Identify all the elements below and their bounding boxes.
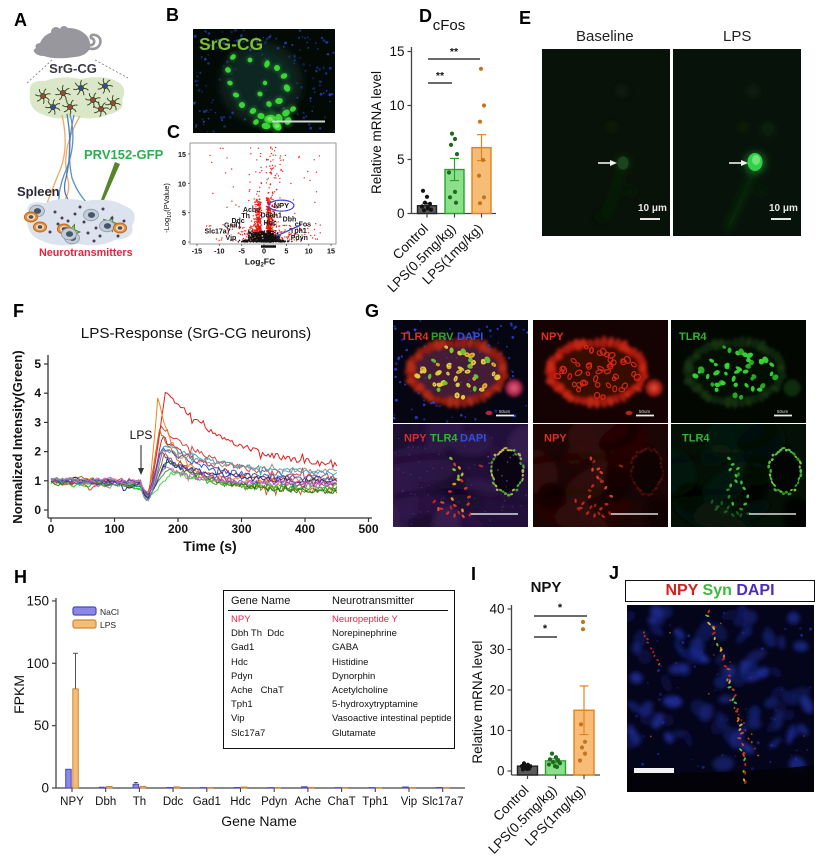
svg-text:10: 10 xyxy=(489,723,504,738)
svg-text:NPY: NPY xyxy=(274,201,289,210)
svg-text:10 μm: 10 μm xyxy=(769,203,798,214)
svg-text:ChaT: ChaT xyxy=(328,796,356,808)
svg-text:300: 300 xyxy=(231,522,251,536)
svg-text:-10: -10 xyxy=(214,247,224,256)
svg-text:TLR4: TLR4 xyxy=(682,433,710,445)
svg-text:30: 30 xyxy=(489,642,504,657)
svg-text:SrG-CG: SrG-CG xyxy=(199,34,263,54)
svg-text:Vip: Vip xyxy=(401,796,417,808)
svg-text:NPY: NPY xyxy=(404,433,427,445)
svg-text:NPY: NPY xyxy=(531,579,562,596)
svg-text:PRV152-GFP: PRV152-GFP xyxy=(84,147,164,162)
svg-text:LPS-Response (SrG-CG neurons): LPS-Response (SrG-CG neurons) xyxy=(81,325,311,342)
svg-text:100: 100 xyxy=(26,656,49,671)
svg-text:PRV: PRV xyxy=(431,331,454,343)
svg-text:**: ** xyxy=(436,70,445,82)
svg-text:Spleen: Spleen xyxy=(17,184,60,199)
svg-text:Ache: Ache xyxy=(243,207,260,214)
svg-text:-15: -15 xyxy=(192,247,202,256)
svg-text:0: 0 xyxy=(182,238,186,247)
svg-text:Gene Name: Gene Name xyxy=(221,813,297,829)
svg-text:5: 5 xyxy=(182,209,186,218)
svg-text:50um: 50um xyxy=(499,409,511,414)
svg-text:Dbh: Dbh xyxy=(95,796,116,808)
svg-text:Slc17a7: Slc17a7 xyxy=(204,228,230,235)
svg-text:50um: 50um xyxy=(777,409,789,414)
svg-text:Gad1: Gad1 xyxy=(224,222,242,229)
svg-text:Ddah1: Ddah1 xyxy=(260,212,282,219)
svg-text:*: * xyxy=(558,602,563,614)
svg-text:LPS: LPS xyxy=(100,620,116,630)
svg-text:TLR4: TLR4 xyxy=(401,331,429,343)
svg-text:10: 10 xyxy=(305,247,313,256)
svg-text:Relative mRNA level: Relative mRNA level xyxy=(470,641,485,764)
svg-text:Gad1: Gad1 xyxy=(193,796,221,808)
svg-text:5: 5 xyxy=(34,357,41,371)
svg-text:-Log10(PValue): -Log10(PValue) xyxy=(162,183,173,233)
svg-text:5: 5 xyxy=(397,152,405,167)
svg-text:Ddc: Ddc xyxy=(231,218,244,225)
svg-text:5: 5 xyxy=(284,247,288,256)
svg-text:Hdc: Hdc xyxy=(264,220,277,227)
svg-text:150: 150 xyxy=(26,593,49,608)
svg-text:TLR4: TLR4 xyxy=(430,433,458,445)
svg-text:3: 3 xyxy=(34,415,41,429)
svg-text:0: 0 xyxy=(397,206,405,221)
svg-text:Pdyn: Pdyn xyxy=(261,796,287,808)
svg-text:2: 2 xyxy=(34,445,41,459)
svg-text:40: 40 xyxy=(489,602,504,617)
svg-text:NPY: NPY xyxy=(544,433,567,445)
svg-text:15: 15 xyxy=(327,247,335,256)
svg-text:Dbh: Dbh xyxy=(283,217,297,224)
svg-text:Slc17a7: Slc17a7 xyxy=(422,796,464,808)
svg-text:Time (s): Time (s) xyxy=(183,538,236,554)
svg-text:10: 10 xyxy=(178,179,186,188)
svg-text:*: * xyxy=(543,623,548,635)
svg-text:cFos: cFos xyxy=(433,17,466,34)
svg-text:cFos: cFos xyxy=(295,221,311,228)
svg-text:NPY: NPY xyxy=(60,796,84,808)
svg-text:Relative mRNA level: Relative mRNA level xyxy=(370,71,384,194)
svg-text:FPKM: FPKM xyxy=(11,675,27,714)
svg-text:LPS: LPS xyxy=(130,428,153,442)
svg-text:SrG-CG: SrG-CG xyxy=(49,61,97,76)
svg-text:Tph1: Tph1 xyxy=(362,796,388,808)
svg-text:15: 15 xyxy=(389,44,404,59)
svg-text:50um: 50um xyxy=(639,409,651,414)
svg-text:0: 0 xyxy=(41,781,49,796)
svg-text:Hdc: Hdc xyxy=(230,796,251,808)
svg-text:-5: -5 xyxy=(238,247,244,256)
svg-text:10 μm: 10 μm xyxy=(638,203,667,214)
svg-text:0: 0 xyxy=(34,503,41,517)
svg-text:0: 0 xyxy=(48,522,55,536)
svg-text:TLR4: TLR4 xyxy=(679,331,707,343)
svg-text:0: 0 xyxy=(262,247,266,256)
svg-text:20: 20 xyxy=(489,683,504,698)
svg-text:Tph1: Tph1 xyxy=(290,228,307,235)
svg-text:NPY: NPY xyxy=(541,331,564,343)
svg-text:100: 100 xyxy=(104,522,124,536)
svg-text:1: 1 xyxy=(34,474,41,488)
svg-text:10: 10 xyxy=(389,98,404,113)
svg-text:50: 50 xyxy=(34,718,49,733)
svg-text:15: 15 xyxy=(178,150,186,159)
svg-text:NaCl: NaCl xyxy=(100,607,119,617)
svg-text:400: 400 xyxy=(295,522,315,536)
svg-text:500: 500 xyxy=(358,522,378,536)
svg-text:200: 200 xyxy=(168,522,188,536)
svg-text:Log2FC: Log2FC xyxy=(245,257,275,269)
svg-text:Normalized Intensity(Green): Normalized Intensity(Green) xyxy=(10,350,25,523)
svg-text:**: ** xyxy=(450,46,459,58)
svg-text:DAPI: DAPI xyxy=(457,331,483,343)
svg-text:Th: Th xyxy=(133,796,146,808)
svg-text:Vip: Vip xyxy=(226,235,237,242)
svg-text:DAPI: DAPI xyxy=(460,433,486,445)
svg-text:4: 4 xyxy=(34,386,41,400)
svg-text:Th: Th xyxy=(241,213,250,220)
svg-text:Ddc: Ddc xyxy=(163,796,184,808)
svg-text:Ache: Ache xyxy=(295,796,321,808)
svg-text:Pdyn: Pdyn xyxy=(291,235,308,242)
svg-text:0: 0 xyxy=(497,764,505,779)
svg-text:Neurotransmitters: Neurotransmitters xyxy=(39,247,133,259)
